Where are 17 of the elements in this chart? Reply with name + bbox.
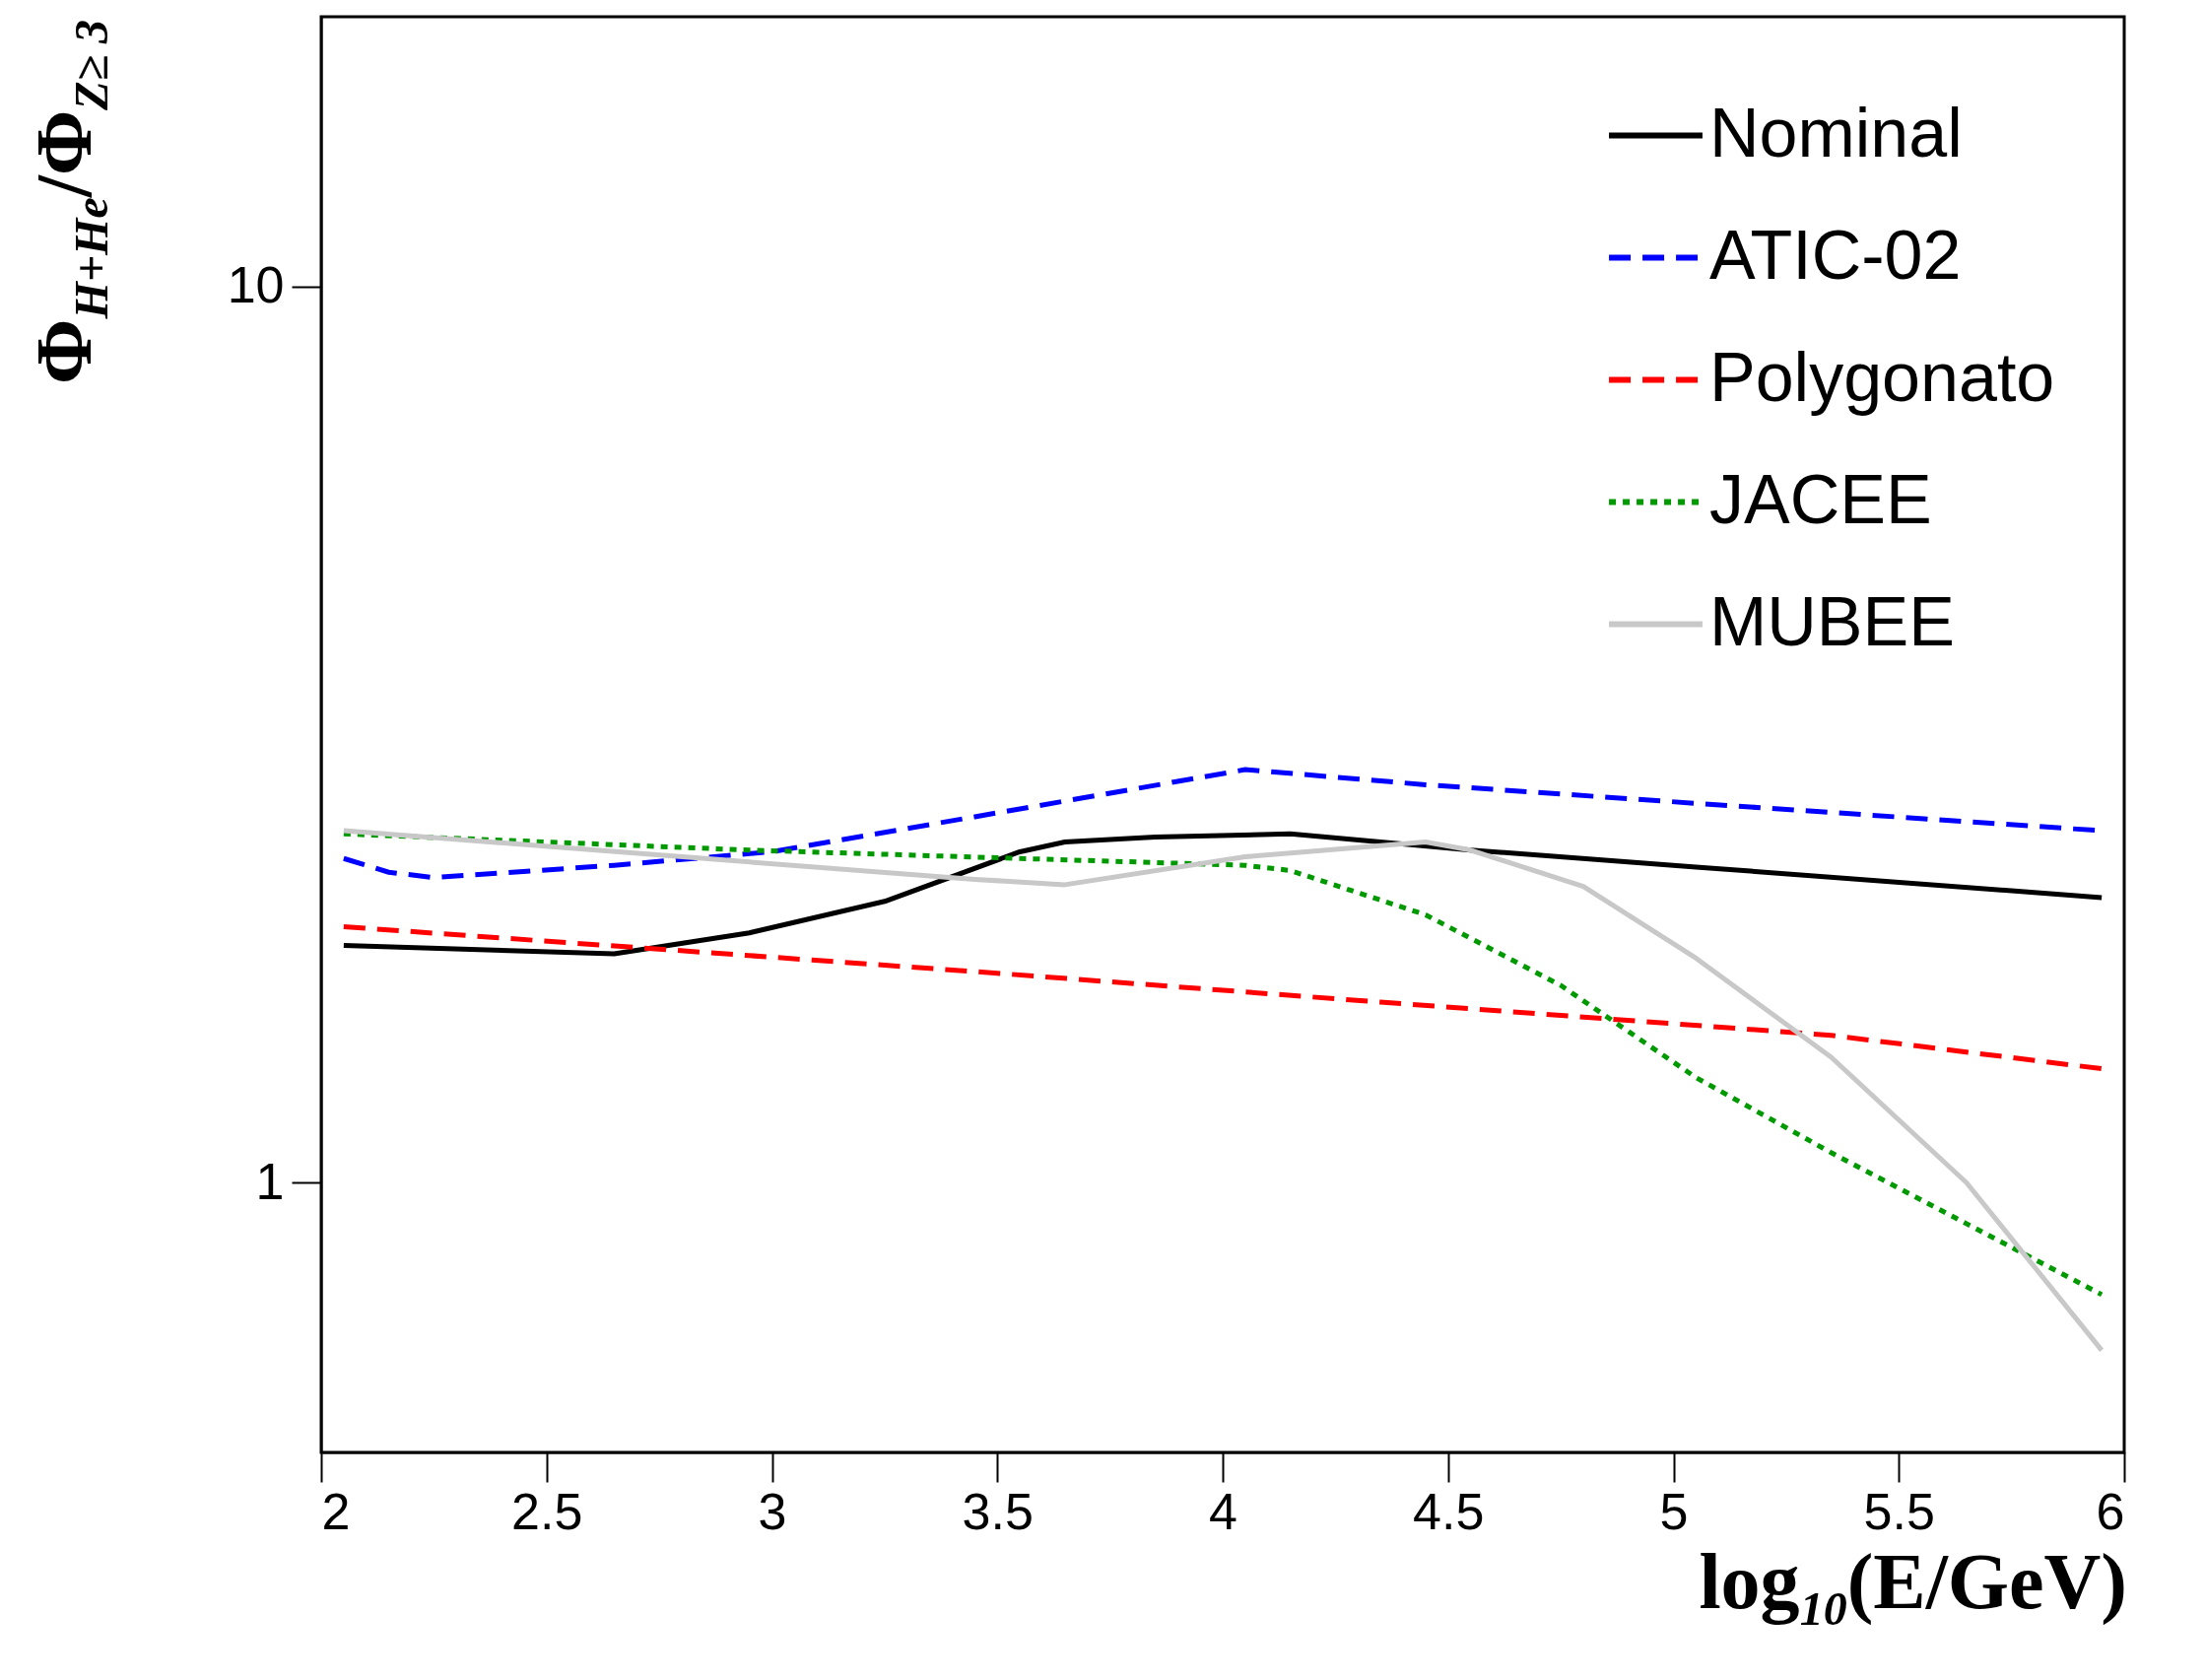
x-tick-label: 3.5 [962, 1482, 1034, 1540]
x-axis-title: log$_{10}$(E/GeV) [1699, 1537, 2127, 1636]
legend-label: ATIC-02 [1709, 216, 1962, 294]
legend-label: JACEE [1709, 460, 1932, 538]
x-tick-label: 3 [758, 1482, 787, 1540]
x-tick-label: 4 [1209, 1482, 1237, 1540]
x-tick-label: 5.5 [1863, 1482, 1935, 1540]
x-tick-label: 2 [321, 1482, 351, 1540]
legend-label: Polygonato [1709, 338, 2055, 416]
legend-label: MUBEE [1709, 582, 1955, 660]
x-tick-label: 4.5 [1413, 1482, 1485, 1540]
x-tick-label: 6 [2096, 1482, 2125, 1540]
legend-label: Nominal [1709, 94, 1963, 171]
x-tick-label: 2.5 [511, 1482, 583, 1540]
y-tick-label: 1 [255, 1152, 285, 1210]
x-tick-label: 5 [1659, 1482, 1689, 1540]
y-tick-label: 10 [227, 256, 285, 314]
